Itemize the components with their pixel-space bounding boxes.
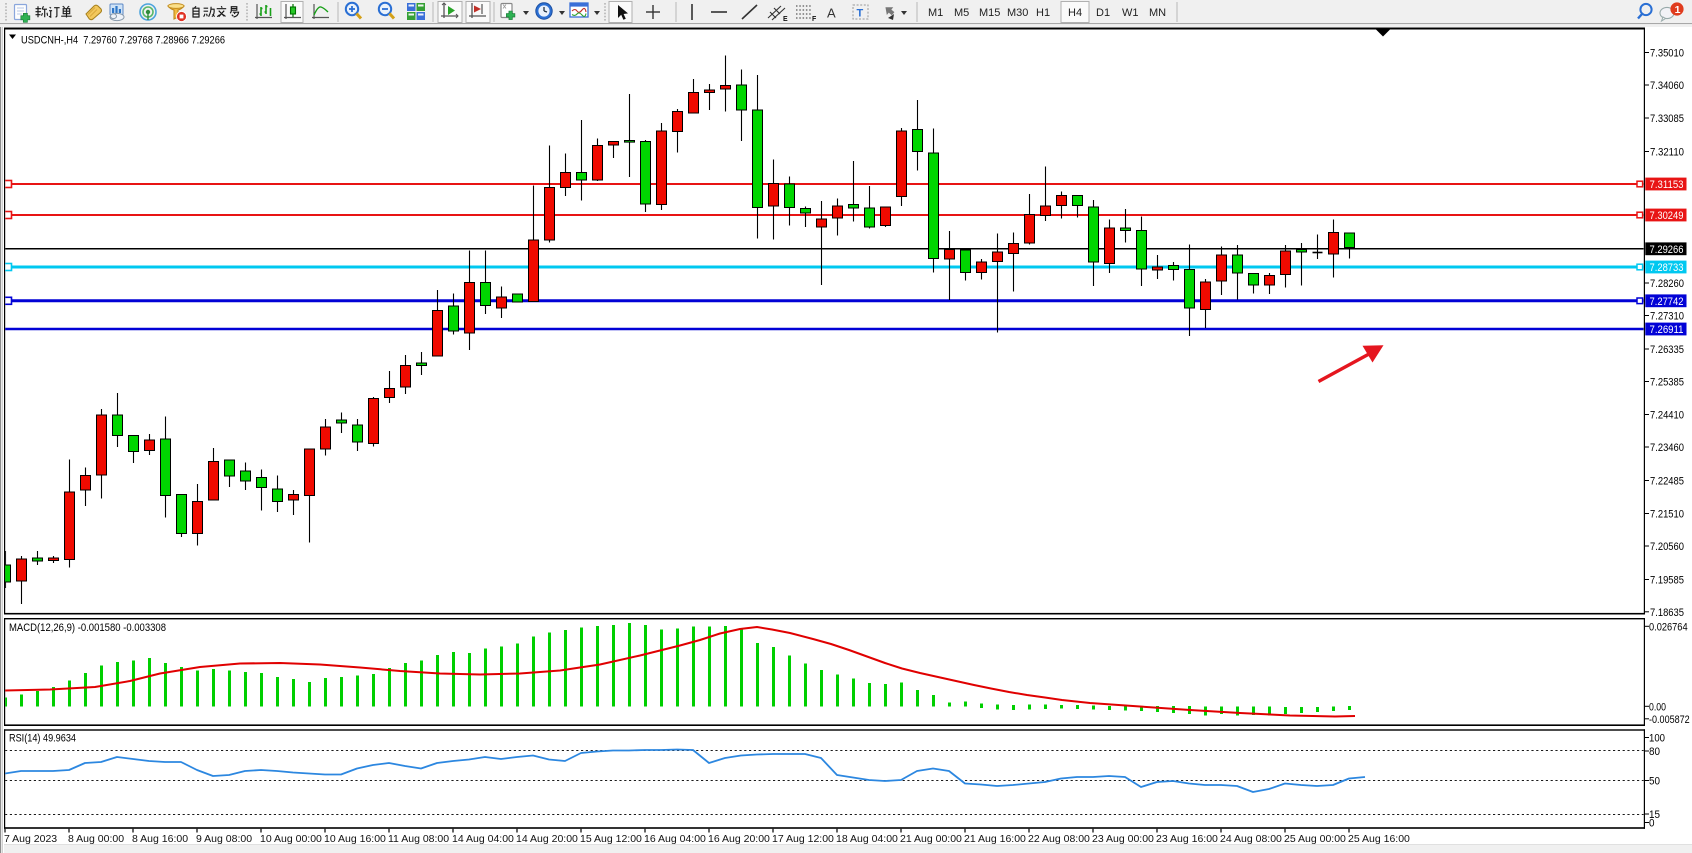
svg-text:0.026764: 0.026764: [1649, 621, 1688, 633]
svg-text:16 Aug 20:00: 16 Aug 20:00: [708, 833, 770, 845]
svg-text:7.25385: 7.25385: [1650, 377, 1684, 389]
svg-text:15: 15: [1649, 809, 1660, 821]
svg-text:18 Aug 04:00: 18 Aug 04:00: [836, 833, 898, 845]
svg-text:25 Aug 00:00: 25 Aug 00:00: [1284, 833, 1346, 845]
svg-text:H1: H1: [1036, 7, 1050, 19]
svg-text:T: T: [857, 8, 864, 20]
svg-text:23 Aug 16:00: 23 Aug 16:00: [1156, 833, 1218, 845]
svg-text:7 Aug 2023: 7 Aug 2023: [4, 833, 57, 845]
svg-text:7.21510: 7.21510: [1650, 509, 1684, 521]
svg-text:10 Aug 16:00: 10 Aug 16:00: [324, 833, 386, 845]
svg-text:7.26335: 7.26335: [1650, 344, 1684, 356]
svg-text:14 Aug 20:00: 14 Aug 20:00: [516, 833, 578, 845]
svg-text:10 Aug 00:00: 10 Aug 00:00: [260, 833, 322, 845]
svg-text:7.27310: 7.27310: [1650, 311, 1684, 323]
svg-text:7.30249: 7.30249: [1650, 210, 1684, 222]
svg-text:24 Aug 08:00: 24 Aug 08:00: [1220, 833, 1282, 845]
svg-text:8 Aug 00:00: 8 Aug 00:00: [68, 833, 124, 845]
svg-text:M15: M15: [979, 7, 1000, 19]
svg-text:0.00: 0.00: [1649, 701, 1666, 713]
svg-text:D1: D1: [1096, 7, 1110, 19]
svg-text:7.31153: 7.31153: [1650, 179, 1684, 191]
svg-text:7.29266: 7.29266: [1650, 244, 1684, 256]
svg-text:E: E: [783, 16, 788, 23]
svg-text:22 Aug 08:00: 22 Aug 08:00: [1028, 833, 1090, 845]
svg-text:M1: M1: [928, 7, 943, 19]
svg-text:MACD(12,26,9) -0.001580 -0.003: MACD(12,26,9) -0.001580 -0.003308: [9, 622, 166, 634]
svg-text:F: F: [812, 16, 817, 23]
svg-text:7.18635: 7.18635: [1650, 607, 1684, 619]
svg-text:7.33085: 7.33085: [1650, 113, 1684, 125]
svg-text:-0.005872: -0.005872: [1649, 714, 1690, 726]
svg-text:16 Aug 04:00: 16 Aug 04:00: [644, 833, 706, 845]
svg-text:7.22485: 7.22485: [1650, 476, 1684, 488]
svg-text:7.20560: 7.20560: [1650, 541, 1684, 553]
svg-text:7.35010: 7.35010: [1650, 48, 1684, 60]
svg-text:7.23460: 7.23460: [1650, 442, 1684, 454]
svg-text:7.19585: 7.19585: [1650, 575, 1684, 587]
svg-text:H4: H4: [1068, 7, 1082, 19]
svg-text:15 Aug 12:00: 15 Aug 12:00: [580, 833, 642, 845]
svg-text:7.27742: 7.27742: [1650, 296, 1684, 308]
svg-text:80: 80: [1649, 746, 1660, 758]
svg-text:7.34060: 7.34060: [1650, 80, 1684, 92]
svg-text:W1: W1: [1122, 7, 1139, 19]
svg-text:50: 50: [1649, 776, 1660, 788]
svg-text:7.24410: 7.24410: [1650, 410, 1684, 422]
svg-text:7.26911: 7.26911: [1650, 324, 1684, 336]
svg-text:25 Aug 16:00: 25 Aug 16:00: [1348, 833, 1410, 845]
svg-text:17 Aug 12:00: 17 Aug 12:00: [772, 833, 834, 845]
svg-text:USDCNH-,H4 7.29760 7.29768 7.: USDCNH-,H4 7.29760 7.29768 7.28966 7.292…: [21, 35, 225, 47]
svg-text:11 Aug 08:00: 11 Aug 08:00: [388, 833, 449, 845]
svg-text:9 Aug 08:00: 9 Aug 08:00: [196, 833, 252, 845]
svg-text:A: A: [827, 6, 836, 21]
svg-text:RSI(14) 49.9634: RSI(14) 49.9634: [9, 733, 76, 745]
svg-text:21 Aug 00:00: 21 Aug 00:00: [900, 833, 962, 845]
svg-text:7.32110: 7.32110: [1650, 147, 1684, 159]
svg-text:0: 0: [1649, 818, 1655, 830]
svg-text:1: 1: [1675, 4, 1681, 16]
svg-text:7.28733: 7.28733: [1650, 262, 1684, 274]
svg-text:8 Aug 16:00: 8 Aug 16:00: [132, 833, 188, 845]
svg-text:7.28260: 7.28260: [1650, 278, 1684, 290]
svg-text:14 Aug 04:00: 14 Aug 04:00: [452, 833, 514, 845]
svg-text:M30: M30: [1007, 7, 1028, 19]
svg-text:100: 100: [1649, 733, 1665, 745]
svg-text:21 Aug 16:00: 21 Aug 16:00: [964, 833, 1026, 845]
svg-text:M5: M5: [954, 7, 969, 19]
svg-text:MN: MN: [1149, 7, 1166, 19]
svg-text:23 Aug 00:00: 23 Aug 00:00: [1092, 833, 1154, 845]
